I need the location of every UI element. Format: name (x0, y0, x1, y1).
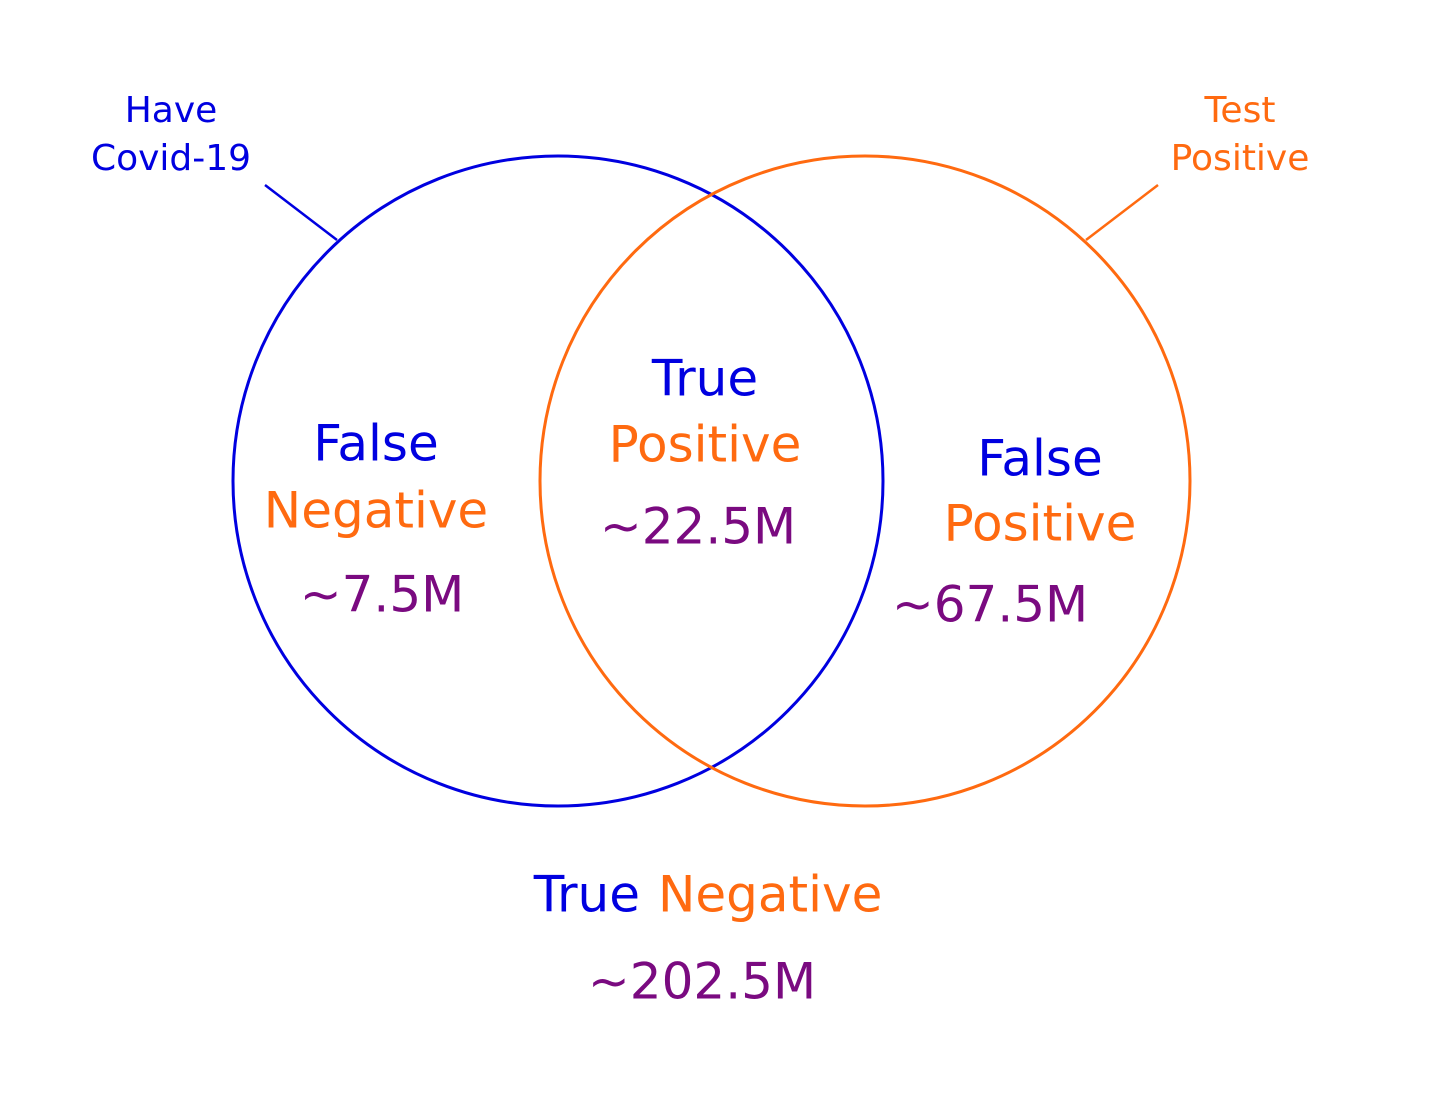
set-label: Test (1204, 90, 1276, 131)
region-word: Positive (609, 416, 802, 474)
region-count: ~7.5M (300, 566, 465, 624)
leader-line (1085, 184, 1159, 241)
test-circle (538, 154, 1192, 808)
region-word: Positive (944, 495, 1137, 553)
region-word: False (313, 415, 439, 473)
set-label: Covid-19 (91, 138, 251, 179)
set-label: Have (125, 90, 218, 131)
region-count: ~202.5M (588, 953, 816, 1011)
region-word: True (651, 350, 758, 408)
region-word: Negative (264, 482, 488, 540)
region-word: False (977, 430, 1103, 488)
region-count: ~67.5M (892, 576, 1088, 634)
region-count: ~22.5M (600, 498, 796, 556)
leader-line (264, 184, 338, 241)
region-word: Negative (658, 866, 882, 924)
set-label: Positive (1171, 138, 1310, 179)
region-word: True (533, 866, 640, 924)
covid-circle (231, 154, 885, 808)
